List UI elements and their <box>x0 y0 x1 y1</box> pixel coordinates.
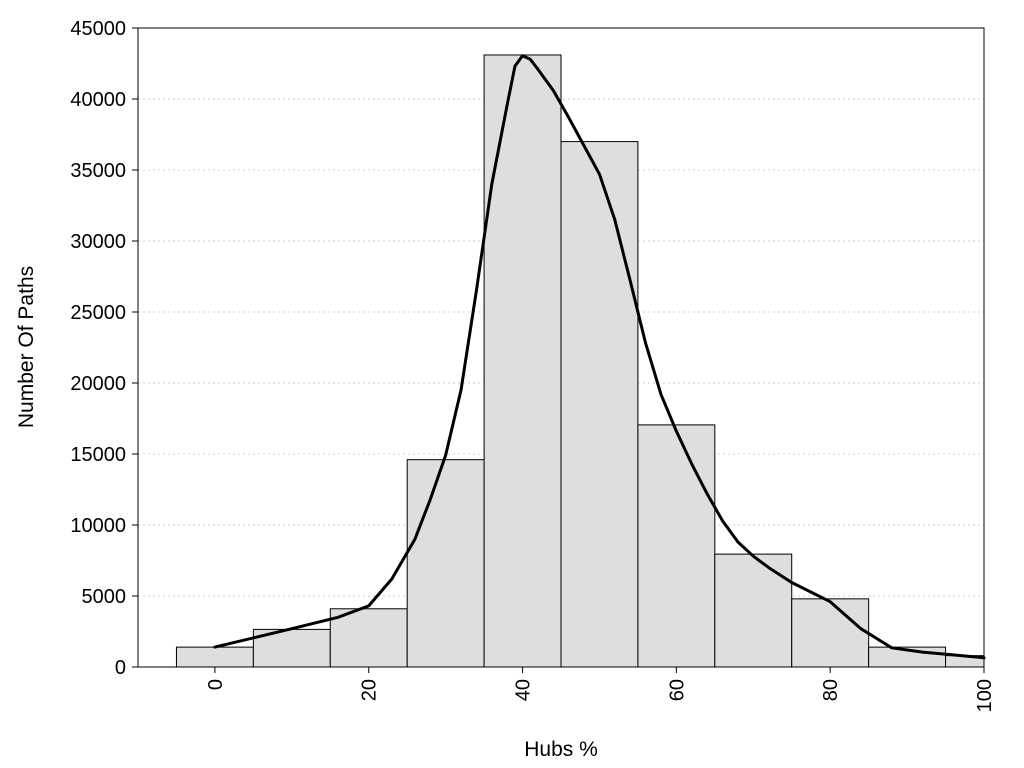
y-tick-label: 35000 <box>70 160 126 182</box>
histogram-bar <box>637 424 716 668</box>
histogram-bar <box>791 598 870 668</box>
histogram-bar <box>560 141 639 668</box>
x-tick-label: 80 <box>820 679 842 701</box>
y-axis: 0 5000 10000 15000 20000 25000 30000 35000 40000… <box>70 18 138 679</box>
y-axis-title: Number Of Paths <box>15 266 38 428</box>
histogram-bar <box>329 608 408 668</box>
plot-frame <box>137 27 985 668</box>
y-tick-label: 25000 <box>70 302 126 324</box>
x-axis: 0 20 40 60 80 100 <box>205 667 996 712</box>
x-axis-title: Hubs % <box>524 738 598 761</box>
histogram-bar <box>406 459 485 668</box>
y-tick-label: 0 <box>115 657 126 679</box>
x-tick-label: 100 <box>974 679 996 712</box>
y-tick-label: 45000 <box>70 18 126 40</box>
x-tick-label: 40 <box>513 679 535 701</box>
density-curve <box>213 54 986 660</box>
y-tick-label: 15000 <box>70 444 126 466</box>
y-tick-label: 10000 <box>70 515 126 537</box>
x-tick-label: 0 <box>205 679 227 690</box>
histogram-bar <box>175 646 254 668</box>
histogram-bar <box>714 553 793 668</box>
y-tick-label: 40000 <box>70 89 126 111</box>
y-tick-label: 5000 <box>82 586 127 608</box>
histogram-bar <box>483 54 562 668</box>
bars-layer <box>175 54 985 668</box>
grid-layer <box>138 98 984 597</box>
x-tick-label: 60 <box>666 679 688 701</box>
y-tick-label: 30000 <box>70 231 126 253</box>
y-tick-label: 20000 <box>70 373 126 395</box>
x-tick-label: 20 <box>359 679 381 701</box>
